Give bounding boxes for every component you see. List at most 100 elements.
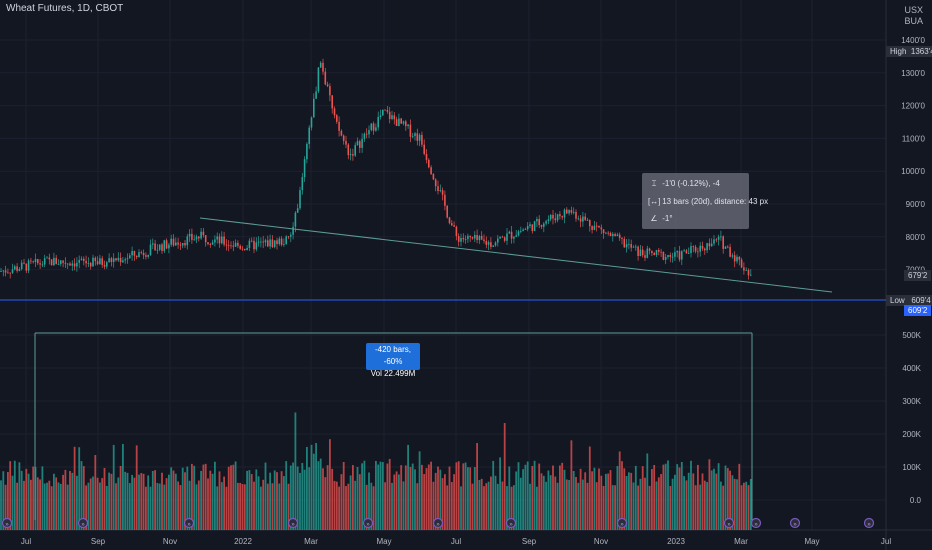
candle-body bbox=[713, 239, 715, 244]
volume-bar bbox=[223, 476, 225, 530]
event-marker-icon[interactable]: » bbox=[183, 517, 195, 529]
candle-body bbox=[444, 194, 446, 206]
candle-body bbox=[398, 118, 400, 126]
candle-body bbox=[71, 263, 74, 266]
volume-bar bbox=[71, 472, 74, 530]
volume-bar bbox=[53, 473, 55, 530]
time-tick: Mar bbox=[304, 537, 318, 546]
candle-body bbox=[317, 67, 320, 92]
volume-bar bbox=[345, 486, 347, 530]
candle-body bbox=[715, 239, 718, 241]
volume-bar bbox=[432, 481, 435, 530]
volume-bar bbox=[232, 464, 235, 530]
candle-body bbox=[85, 260, 87, 264]
volume-bar bbox=[674, 474, 676, 530]
time-axis[interactable]: Jul Sep Nov 2022 Mar May Jul Sep Nov 2023 Mar May Ju… bbox=[21, 537, 891, 546]
volume-bar bbox=[372, 486, 375, 530]
candle-body bbox=[352, 154, 354, 156]
time-tick: May bbox=[804, 537, 819, 546]
candle-body bbox=[117, 257, 120, 261]
event-markers[interactable]: » » » » » » » » » » » » bbox=[1, 517, 875, 529]
volume-bar bbox=[78, 447, 81, 530]
candle-body bbox=[214, 239, 216, 243]
volume-axis[interactable]: 500K 400K 300K 200K 100K 0.0 bbox=[902, 331, 921, 505]
svg-text:»: » bbox=[436, 522, 440, 528]
volume-bar bbox=[142, 473, 145, 530]
candle-body bbox=[602, 229, 605, 234]
volume-bar bbox=[338, 486, 340, 530]
candle-body bbox=[671, 256, 674, 258]
candle-body bbox=[731, 255, 734, 257]
price-axis[interactable]: 1400'0 1300'0 1200'0 1100'0 1000'0 900'0 800'0… bbox=[901, 36, 925, 275]
volume-bar bbox=[241, 484, 244, 530]
volume-bar bbox=[96, 477, 99, 530]
candle-body bbox=[485, 240, 488, 245]
event-marker-icon[interactable]: » bbox=[863, 517, 875, 529]
volume-bar bbox=[455, 462, 458, 530]
event-marker-icon[interactable]: » bbox=[789, 517, 801, 529]
volume-bar bbox=[439, 469, 442, 530]
time-tick: Sep bbox=[522, 537, 537, 546]
candle-body bbox=[246, 247, 248, 250]
event-marker-icon[interactable]: » bbox=[77, 517, 89, 529]
ruler-tooltip: ⌶ -1'0 (-0.12%), -4 [↔] 13 bars (20d), d… bbox=[642, 173, 768, 229]
candle-body bbox=[492, 245, 494, 247]
volume-bar bbox=[473, 467, 476, 530]
measure-tool[interactable] bbox=[34, 332, 753, 520]
candle-body bbox=[92, 257, 94, 267]
event-marker-icon[interactable]: » bbox=[287, 517, 299, 529]
candle-body bbox=[244, 249, 246, 250]
volume-bar bbox=[303, 469, 306, 530]
time-tick: Jul bbox=[21, 537, 31, 546]
volume-bar bbox=[524, 464, 527, 530]
candle-body bbox=[701, 245, 704, 249]
volume-bar bbox=[510, 486, 513, 530]
volume-bar bbox=[234, 461, 237, 530]
volume-bar bbox=[128, 483, 131, 530]
candle-body bbox=[329, 86, 331, 96]
volume-bar bbox=[216, 486, 219, 530]
candle-body bbox=[579, 218, 582, 222]
volume-bar bbox=[306, 446, 308, 530]
candle-body bbox=[490, 242, 492, 247]
candle-body bbox=[310, 117, 313, 128]
time-tick: 2023 bbox=[667, 537, 685, 546]
candle-body bbox=[319, 62, 322, 68]
volume-bar bbox=[469, 467, 472, 530]
volume-bar bbox=[648, 485, 651, 530]
candle-body bbox=[377, 116, 379, 128]
candle-body bbox=[639, 249, 642, 257]
candle-body bbox=[575, 211, 577, 219]
volume-bar bbox=[260, 486, 262, 530]
candle-body bbox=[628, 244, 630, 245]
volume-bar bbox=[736, 479, 738, 530]
event-marker-icon[interactable]: » bbox=[723, 517, 735, 529]
last-price-tag: 679'2 bbox=[904, 270, 932, 281]
trendline[interactable] bbox=[199, 217, 833, 293]
volume-bar bbox=[634, 465, 637, 530]
event-marker-icon[interactable]: » bbox=[362, 517, 374, 529]
volume-bar bbox=[506, 486, 508, 530]
candle-body bbox=[432, 174, 435, 180]
volume-bar bbox=[191, 463, 193, 530]
candle-body bbox=[239, 245, 241, 249]
low-value: 609'4 bbox=[911, 296, 931, 305]
event-marker-icon[interactable]: » bbox=[750, 517, 762, 529]
event-marker-icon[interactable]: » bbox=[505, 517, 517, 529]
event-marker-icon[interactable]: » bbox=[1, 517, 13, 529]
candle-body bbox=[283, 243, 285, 245]
candle-body bbox=[349, 154, 352, 156]
volume-bar bbox=[572, 470, 575, 530]
candle-body bbox=[644, 255, 646, 258]
candle-body bbox=[411, 135, 414, 137]
candle-body bbox=[676, 251, 678, 253]
candle-body bbox=[388, 111, 391, 119]
volume-bar bbox=[607, 473, 610, 530]
event-marker-icon[interactable]: » bbox=[616, 517, 628, 529]
candle-body bbox=[53, 257, 55, 266]
volume-bar bbox=[404, 465, 407, 530]
price-tick: 1000'0 bbox=[901, 167, 925, 176]
event-marker-icon[interactable]: » bbox=[432, 517, 444, 529]
volume-bar bbox=[103, 468, 106, 530]
